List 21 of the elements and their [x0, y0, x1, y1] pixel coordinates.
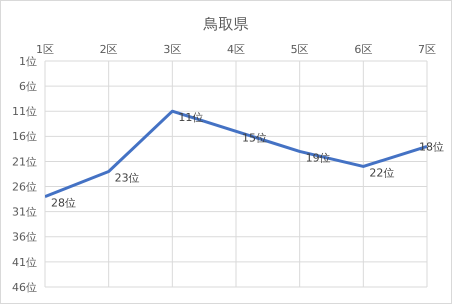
- x-tick-label: 5区: [290, 43, 309, 56]
- data-label: 23位: [114, 171, 140, 184]
- x-tick-label: 2区: [100, 43, 118, 56]
- data-label: 22位: [369, 166, 394, 180]
- y-tick-label: 26位: [12, 180, 37, 194]
- y-tick-label: 6位: [19, 80, 37, 94]
- y-tick-label: 1位: [19, 54, 37, 68]
- x-tick-label: 7区: [418, 43, 436, 56]
- y-tick-label: 36位: [12, 230, 37, 244]
- y-tick-label: 16位: [12, 130, 37, 144]
- chart-title: 鳥取県: [202, 14, 250, 35]
- x-tick-label: 4区: [227, 43, 245, 56]
- y-tick-label: 21位: [12, 155, 37, 168]
- y-tick-label: 41位: [12, 256, 37, 269]
- y-tick-label: 31位: [12, 206, 37, 219]
- x-tick-label: 1区: [36, 43, 54, 56]
- y-tick-label: 11位: [12, 105, 37, 118]
- x-tick-label: 3区: [163, 43, 182, 56]
- y-tick-label: 46位: [12, 280, 37, 294]
- data-label: 28位: [51, 196, 76, 210]
- x-tick-label: 6区: [354, 43, 372, 56]
